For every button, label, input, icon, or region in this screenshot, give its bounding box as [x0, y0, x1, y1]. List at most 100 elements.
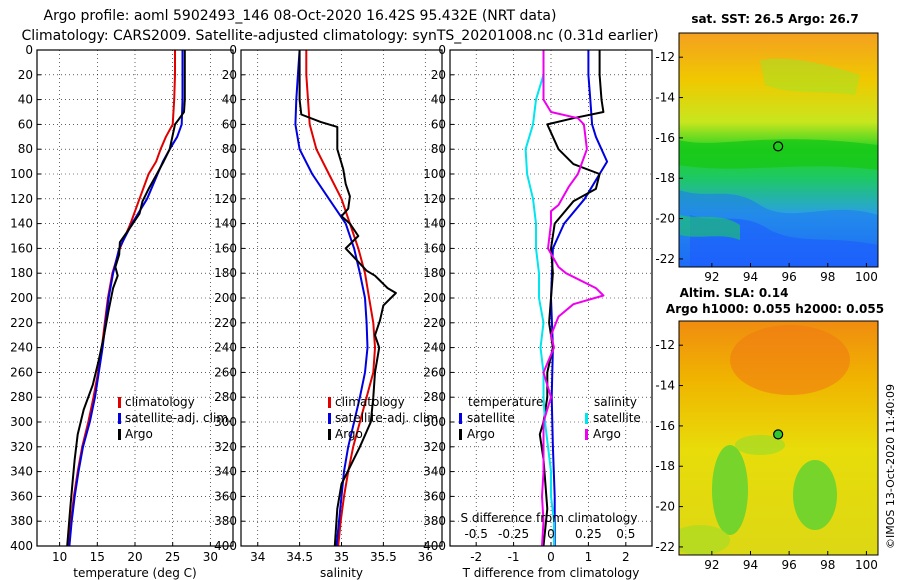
y-tick-label: 20	[222, 68, 237, 82]
legend-swatch	[328, 413, 331, 424]
map-x-tick-label: 98	[820, 270, 835, 284]
legend-label: climatology	[125, 395, 195, 409]
y-tick-label: 140	[10, 217, 33, 231]
map-y-tick-label: -18	[655, 171, 675, 185]
y-tick-label: 60	[18, 117, 33, 131]
sst-patch-yellowgreen	[760, 58, 860, 95]
y-tick-label: 200	[10, 291, 33, 305]
x2-tick-label: -0.5	[464, 527, 487, 541]
series-line-argo	[298, 50, 397, 547]
figure-title-line1: Argo profile: aoml 5902493_146 08-Oct-20…	[44, 8, 557, 24]
y-tick-label: 320	[423, 440, 446, 454]
sst-map-frame	[678, 32, 879, 268]
legend-label: Argo	[467, 427, 495, 441]
x2-tick-label: 0.25	[575, 527, 602, 541]
series-line-s-satellite	[524, 50, 555, 546]
map-x-tick-label: 100	[855, 558, 878, 572]
y-tick-label: 260	[214, 365, 237, 379]
series-line-s-argo	[541, 50, 605, 547]
legend-label: satellite	[467, 411, 515, 425]
series-line-satellite-adj-clim-	[68, 50, 184, 547]
y-tick-label: 120	[10, 192, 33, 206]
sla-low-patch-2	[793, 460, 837, 530]
sla-map-subtitle: Argo h1000: 0.055 h2000: 0.055	[666, 302, 884, 316]
sla-high-patch	[730, 325, 850, 395]
y-tick-label: 240	[10, 341, 33, 355]
y-tick-label: 180	[423, 266, 446, 280]
legend-title-salinity: salinity	[594, 395, 637, 409]
y-tick-label: 120	[214, 192, 237, 206]
series-line-climatology	[305, 50, 376, 547]
y-tick-label: 260	[10, 365, 33, 379]
legend-label: Argo	[335, 427, 363, 441]
x-tick-label: 10	[52, 550, 67, 564]
y-tick-label: 280	[10, 390, 33, 404]
y-tick-label: 220	[10, 316, 33, 330]
y-tick-label: 0	[438, 43, 446, 57]
map-y-tick-label: -22	[655, 252, 675, 266]
y-tick-label: 360	[423, 489, 446, 503]
x-axis-label: T difference from climatology	[462, 566, 640, 580]
y-tick-label: 300	[214, 415, 237, 429]
y-tick-label: 260	[423, 365, 446, 379]
y-tick-label: 240	[214, 341, 237, 355]
y-tick-label: 100	[214, 167, 237, 181]
map-x-tick-label: 96	[781, 558, 796, 572]
map-y-tick-label: -20	[655, 500, 675, 514]
legend-swatch	[118, 413, 121, 424]
x-tick-label: 34	[250, 550, 265, 564]
map-y-tick-label: -16	[655, 131, 675, 145]
y-tick-label: 340	[214, 465, 237, 479]
y-tick-label: 60	[431, 117, 446, 131]
sst-map-panel: sat. SST: 26.5 Argo: 26.7 92 94 96 98 100 -12…	[655, 12, 879, 284]
series-line-t-satellite	[550, 50, 609, 546]
y-tick-label: 380	[10, 514, 33, 528]
x-tick-label: 0	[547, 550, 555, 564]
map-x-tick-label: 94	[743, 558, 758, 572]
legend-swatch	[459, 413, 462, 424]
sla-map-frame	[678, 320, 879, 556]
legend-swatch	[459, 429, 462, 440]
y-tick-label: 180	[214, 266, 237, 280]
y-tick-label: 340	[10, 465, 33, 479]
map-x-tick-label: 98	[820, 558, 835, 572]
sla-map-title: Altim. SLA: 0.14	[680, 286, 789, 300]
profile-panel-temperature: 0204060801001201401601802002202402602803…	[10, 43, 234, 580]
x-tick-label: 2	[622, 550, 630, 564]
y-tick-label: 280	[214, 390, 237, 404]
legend-label: satellite	[593, 411, 641, 425]
y-tick-label: 200	[423, 291, 446, 305]
sst-argo-marker	[773, 141, 784, 152]
y-tick-label: 20	[431, 68, 446, 82]
x-tick-label: 15	[90, 550, 105, 564]
y-tick-label: 0	[25, 43, 33, 57]
y-tick-label: 340	[423, 465, 446, 479]
map-x-tick-label: 96	[781, 270, 796, 284]
x2-tick-label: 0.5	[616, 527, 635, 541]
y-tick-label: 220	[214, 316, 237, 330]
x-tick-label: 35	[334, 550, 349, 564]
plot-frame	[449, 49, 653, 547]
y-tick-label: 100	[423, 167, 446, 181]
y-tick-label: 300	[423, 415, 446, 429]
y-tick-label: 80	[18, 142, 33, 156]
y-tick-label: 320	[214, 440, 237, 454]
imos-credit: ©IMOS 13-Oct-2020 11:40:09	[884, 384, 897, 549]
legend-swatch	[585, 413, 588, 424]
x2-tick-label: -0.25	[498, 527, 529, 541]
legend-label: Argo	[125, 427, 153, 441]
map-y-tick-label: -22	[655, 540, 675, 554]
y-tick-label: 240	[423, 341, 446, 355]
y-tick-label: 160	[214, 241, 237, 255]
legend-swatch	[118, 429, 121, 440]
series-line-satellite-adj-clim-	[294, 49, 369, 547]
x-tick-label: 34.5	[286, 550, 313, 564]
y-tick-label: 400	[10, 539, 33, 553]
y-tick-label: 0	[229, 43, 237, 57]
legend-swatch	[118, 397, 121, 408]
x-tick-label: 20	[127, 550, 142, 564]
x-axis-label: salinity	[320, 566, 363, 580]
y-tick-label: 140	[423, 217, 446, 231]
y-tick-label: 400	[214, 539, 237, 553]
